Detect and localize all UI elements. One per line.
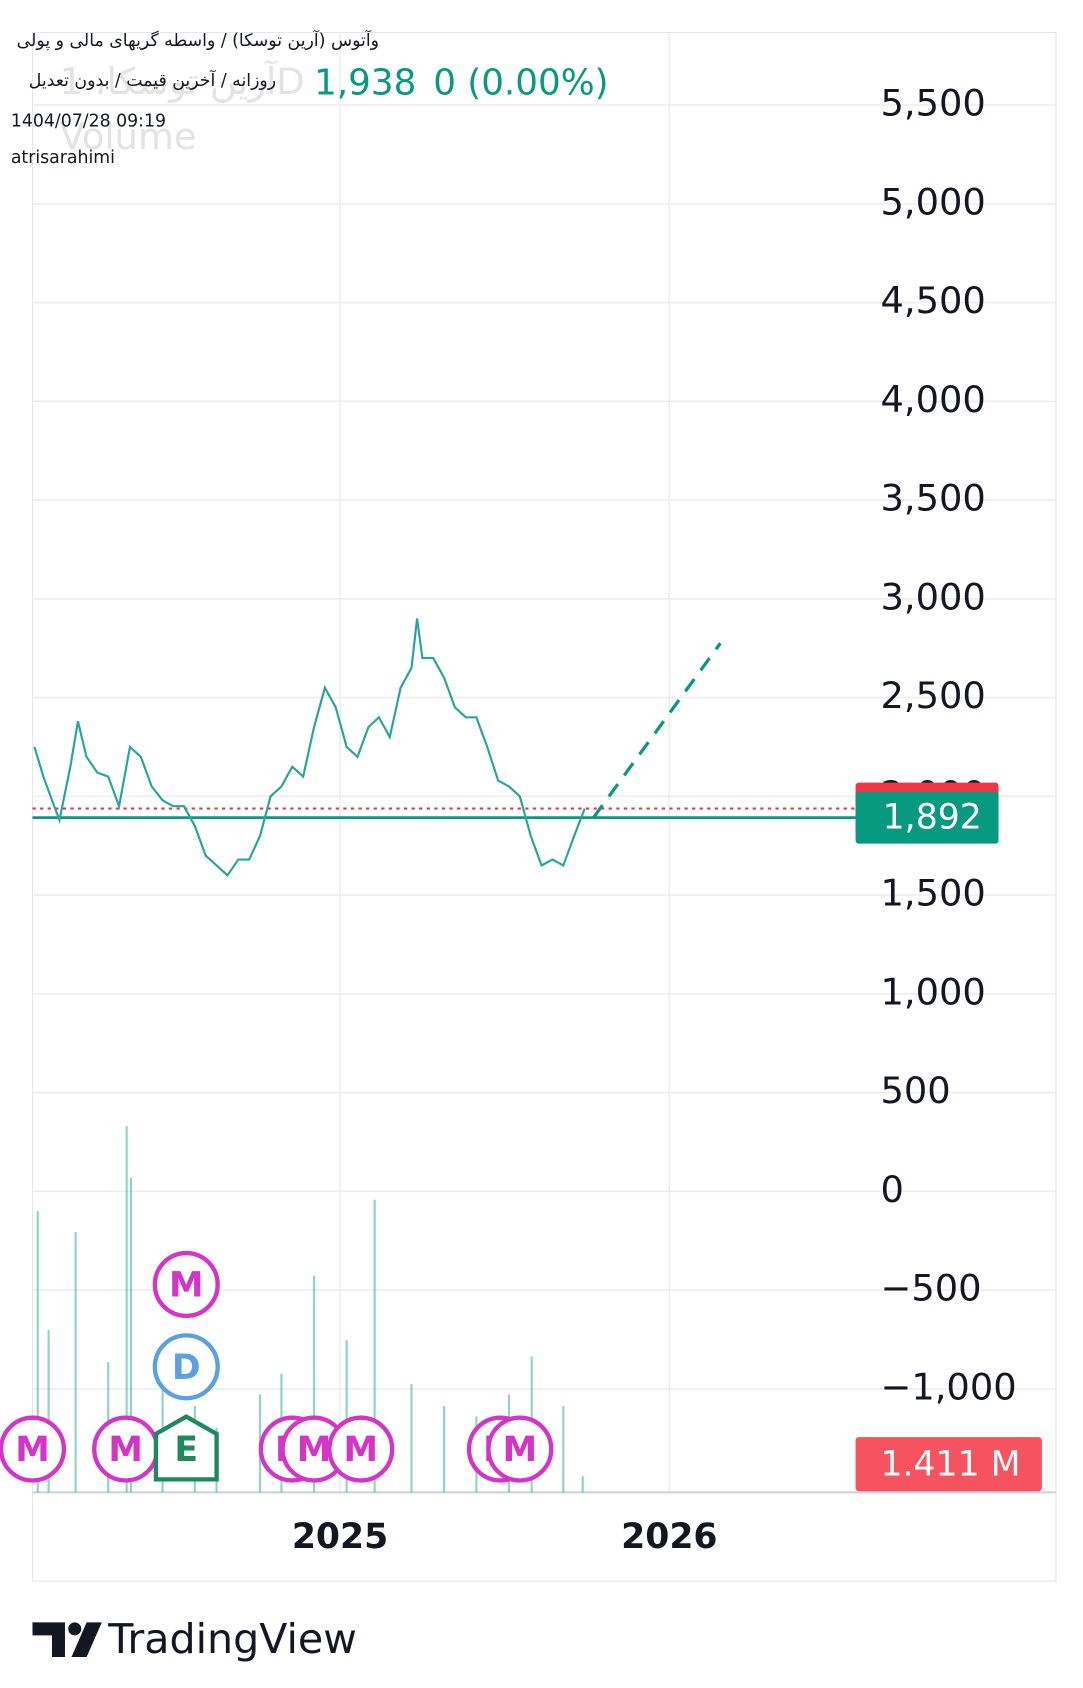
projection-line <box>592 642 722 819</box>
author: atrisarahimi <box>11 148 115 168</box>
header: وآتوس (آرین توسکا) / واسطه گریهای مالی و… <box>11 29 609 168</box>
volume-bar <box>443 1405 446 1493</box>
timestamp: 1404/07/28 09:19 <box>11 111 166 131</box>
chart-frame <box>31 31 1057 1582</box>
volume-bar <box>373 1199 376 1493</box>
watermark: Volume <box>60 115 197 158</box>
logo: TradingView <box>32 1615 357 1663</box>
y-tick-label: 5,000 <box>880 180 985 223</box>
y-tick-label: 1,500 <box>880 872 985 915</box>
volume-bar <box>47 1329 50 1493</box>
event-label: M <box>297 1430 331 1470</box>
volume-bar <box>562 1405 565 1493</box>
volume-bar <box>36 1211 39 1493</box>
event-label: D <box>172 1348 201 1388</box>
price-change: 0 (0.00%) <box>433 62 608 103</box>
y-tick-label: 3,500 <box>880 477 985 520</box>
current-price: 1,938 <box>314 62 416 103</box>
price-label: 1,892 <box>883 798 982 838</box>
event-badge: M <box>327 1415 395 1483</box>
event-badge: D <box>152 1333 220 1401</box>
y-tick-label: 3,000 <box>880 575 985 618</box>
event-badge: M <box>486 1415 554 1483</box>
y-tick-label: −500 <box>880 1267 981 1310</box>
event-shape <box>152 1250 220 1319</box>
y-tick-label: 2,500 <box>880 674 985 717</box>
brand-name: TradingView <box>107 1615 357 1663</box>
event-shape <box>486 1415 554 1483</box>
volume-label: 1.411 M <box>880 1444 1020 1484</box>
y-tick-label: 4,000 <box>880 378 985 421</box>
y-tick-label: 5,500 <box>880 81 985 124</box>
price-label-box <box>855 791 999 844</box>
event-badge: M <box>280 1415 348 1483</box>
event-label: M <box>344 1430 378 1470</box>
price-line <box>33 618 586 877</box>
event-label: E <box>174 1430 198 1470</box>
volume-bar <box>312 1275 316 1493</box>
y-tick-label: 4,500 <box>880 279 985 322</box>
x-tick-label: 2026 <box>621 1517 717 1557</box>
event-shape <box>0 1415 67 1483</box>
event-label: M <box>169 1266 203 1306</box>
event-badge: E <box>153 1414 219 1482</box>
y-tick-label: 1,000 <box>880 970 985 1013</box>
volume-label-box <box>855 1437 1042 1492</box>
symbol-title: وآتوس (آرین توسکا) / واسطه گریهای مالی و… <box>17 29 379 51</box>
volume-bar <box>125 1125 128 1493</box>
event-label: M <box>503 1430 537 1470</box>
watermark: آرین توسکا، 1D <box>60 59 305 103</box>
logo-icon <box>68 1622 82 1636</box>
chart-settings: روزانه / آخرین قیمت / بدون تعدیل <box>29 69 276 91</box>
event-shape <box>327 1415 395 1483</box>
event-shape <box>153 1414 219 1482</box>
logo-icon <box>32 1622 102 1658</box>
background-layer: آرین توسکا، 1D Volume <box>60 59 305 158</box>
event-label: M <box>15 1430 49 1470</box>
volume-bar <box>129 1177 133 1493</box>
volume-bar <box>410 1384 413 1493</box>
y-tick-label: 0 <box>880 1168 903 1211</box>
y-tick-label: −1,000 <box>880 1365 1016 1408</box>
event-badge: M <box>0 1415 67 1483</box>
event-badge: M <box>152 1250 220 1319</box>
event-badge: M <box>92 1415 160 1483</box>
plot-layer: 5,5005,0004,5004,0003,5003,0002,5002,000… <box>0 32 1056 1557</box>
x-tick-label: 2025 <box>292 1517 388 1557</box>
volume-bar <box>581 1476 584 1493</box>
volume-bar <box>345 1340 348 1493</box>
event-label: M <box>108 1430 142 1470</box>
y-tick-label: 500 <box>880 1069 950 1112</box>
event-shape <box>152 1333 220 1401</box>
volume-bar <box>74 1231 77 1493</box>
